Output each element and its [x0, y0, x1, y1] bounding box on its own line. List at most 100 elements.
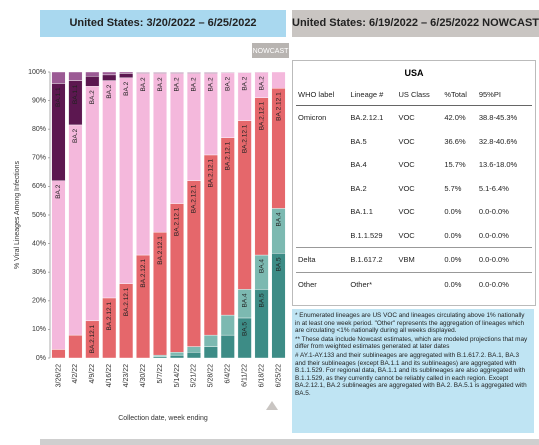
y-axis-title: % Viral Lineages Among Infections: [14, 160, 21, 269]
table-cell: VOC: [398, 230, 415, 240]
table-cell: 0.0%: [444, 230, 462, 240]
segment-label: BA.2.12.1: [89, 324, 96, 353]
table-cell: 13.6-18.0%: [478, 160, 518, 170]
table-row: Omicron BA.2.12.1 VOC 42.0% 38.8-45.3%: [296, 106, 532, 130]
table-cell: [296, 130, 348, 154]
y-tick-label: 90%: [32, 97, 46, 104]
lineage-table: WHO label Lineage # US Class %Total 95%PI Omi…: [296, 86, 532, 296]
bar-segment: [102, 80, 117, 299]
x-tick-label: 6/25/22: [275, 364, 282, 387]
bar-segment: [153, 73, 168, 233]
footnotes: * Enumerated lineages are US VOC and lin…: [292, 309, 534, 433]
segment-label: BA.2: [241, 76, 248, 90]
table-cell: BA.4: [350, 160, 367, 170]
segment-label: BA.4: [258, 259, 265, 273]
x-tick-label: 4/9/22: [89, 364, 96, 384]
bar-segment: [153, 354, 168, 357]
table-cell: [396, 271, 443, 296]
x-tick-label: 4/16/22: [106, 364, 113, 387]
table-row: Other Other* 0.0% 0.0-0.0%: [296, 271, 532, 296]
table-cell: 5.1-6.4%: [478, 183, 509, 193]
table-cell: Other*: [348, 271, 397, 296]
column-header: US Class: [396, 86, 443, 106]
table-cell: VOC: [398, 136, 415, 146]
bar-segment: [68, 124, 83, 336]
bar-segment: [51, 71, 66, 84]
bar-segment: [169, 73, 184, 204]
x-tick-label: 5/28/22: [208, 364, 215, 387]
table-row: BA.1.1 VOC 0.0% 0.0-0.0%: [296, 200, 532, 224]
table-cell: 32.8-40.6%: [478, 136, 518, 146]
table-title: United States: 6/19/2022 – 6/25/2022 NOW…: [292, 10, 539, 37]
segment-label: BA.4: [275, 212, 282, 226]
bar-segment: [51, 349, 66, 359]
segment-label: BA.2.12.1: [208, 159, 215, 188]
y-tick-label: 0%: [36, 355, 46, 362]
y-tick-label: 30%: [32, 269, 46, 276]
x-tick-label: 5/14/22: [174, 364, 181, 387]
table-cell: VOC: [398, 183, 415, 193]
y-tick-label: 10%: [32, 326, 46, 333]
x-tick-label: 6/4/22: [225, 364, 232, 384]
bar-segment: [136, 71, 151, 73]
segment-label: BA.2: [123, 81, 130, 95]
table-cell: 5.7%: [444, 183, 462, 193]
table-cell: B.1.617.2: [348, 247, 397, 272]
bar-segment: [85, 86, 100, 322]
bar-segment: [119, 71, 134, 74]
segment-label: BA.4: [241, 293, 248, 307]
bar-segment: [85, 76, 100, 87]
column-header: WHO label: [296, 86, 349, 106]
column-header: %Total: [442, 86, 477, 106]
table-cell: Other: [296, 271, 349, 296]
segment-label: BA.2: [191, 77, 198, 91]
bar-segment: [203, 346, 218, 359]
footnote: * Enumerated lineages are US VOC and lin…: [295, 312, 525, 335]
segment-label: BA.2: [224, 76, 231, 90]
table-cell: VOC: [398, 160, 415, 170]
x-tick-label: 4/30/22: [140, 364, 147, 387]
segment-label: BA.2: [55, 184, 62, 198]
table-row: BA.4 VOC 15.7% 13.6-18.0%: [296, 153, 532, 177]
table-cell: 0.0-0.0%: [478, 207, 509, 217]
table-cell: B.1.1.529: [350, 230, 383, 240]
segment-label: BA.2.12.1: [241, 124, 248, 153]
segment-label: BA.2.12.1: [224, 141, 231, 170]
x-axis-title: Collection date, week ending: [118, 415, 208, 422]
footnote: ** These data include Nowcast estimates,…: [295, 335, 528, 351]
table-row: Delta B.1.617.2 VBM 0.0% 0.0-0.0%: [296, 247, 532, 272]
bar-segment: [102, 74, 117, 81]
header-row: WHO label Lineage # US Class %Total 95%PI: [296, 86, 532, 106]
segment-label: BA.2: [258, 76, 265, 90]
bar-segment: [169, 354, 184, 359]
table-cell: [296, 177, 348, 201]
segment-label: BA.2.12.1: [106, 302, 113, 331]
bar-segment: [169, 71, 184, 73]
x-tick-label: 5/7/22: [157, 364, 164, 384]
bar-segment: [186, 352, 201, 359]
bar-segment: [68, 71, 83, 81]
bar-segment: [153, 71, 168, 73]
bar-segment: [51, 180, 66, 350]
region-label: USA: [404, 68, 424, 78]
table-cell: [296, 200, 348, 224]
bar-segment: [271, 71, 286, 89]
segment-label: BA.2.12.1: [174, 207, 181, 236]
table-cell: 0.0%: [444, 207, 462, 217]
bar-segment: [186, 71, 201, 73]
table-cell: [296, 224, 348, 248]
table-cell: Delta: [296, 247, 349, 272]
y-tick-label: 60%: [32, 183, 46, 190]
bar-segment: [85, 71, 100, 77]
column-header: Lineage #: [348, 86, 397, 106]
bar-segment: [220, 314, 235, 336]
nowcast-label: NOWCAST: [253, 48, 290, 55]
segment-label: BA.2: [72, 129, 79, 143]
x-tick-label: 6/18/22: [258, 364, 265, 387]
segment-label: BA.2.12.1: [157, 236, 164, 265]
table-row: B.1.1.529 VOC 0.0% 0.0-0.0%: [296, 224, 532, 248]
bar-segment: [68, 334, 83, 359]
x-tick-label: 3/26/22: [55, 364, 62, 387]
table-cell: 0.0%: [442, 271, 477, 296]
x-tick-label: 4/2/22: [72, 364, 79, 384]
